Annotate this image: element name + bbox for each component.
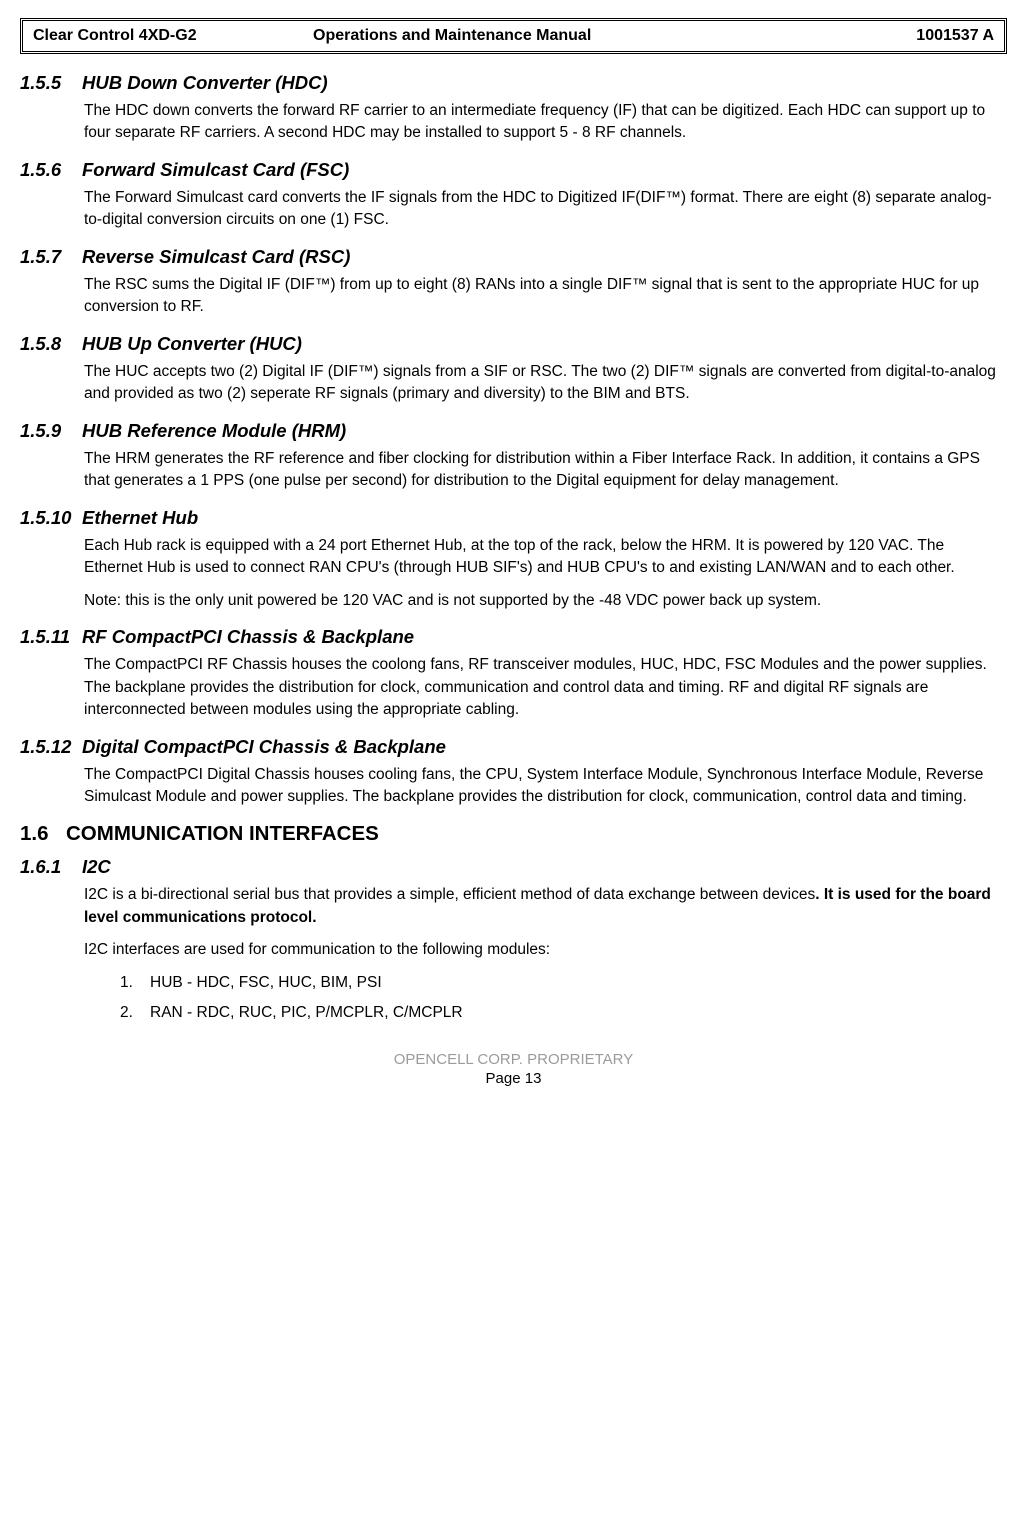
subheading-title: HUB Up Converter (HUC) — [82, 333, 1007, 355]
subheading: 1.5.6Forward Simulcast Card (FSC) — [20, 159, 1007, 181]
doc-header: Clear Control 4XD-G2 Operations and Main… — [20, 18, 1007, 54]
subheading-title: RF CompactPCI Chassis & Backplane — [82, 626, 1007, 648]
footer-proprietary: OPENCELL CORP. PROPRIETARY — [20, 1051, 1007, 1068]
text-run: I2C is a bi-directional serial bus that … — [84, 886, 815, 903]
list-number: 1. — [120, 972, 150, 994]
subheading-title: Reverse Simulcast Card (RSC) — [82, 246, 1007, 268]
page-footer: OPENCELL CORP. PROPRIETARY Page 13 — [20, 1051, 1007, 1087]
footer-page-number: Page 13 — [20, 1070, 1007, 1087]
subheading: 1.5.5HUB Down Converter (HDC) — [20, 72, 1007, 94]
subheading-title: Forward Simulcast Card (FSC) — [82, 159, 1007, 181]
subheading: 1.5.11RF CompactPCI Chassis & Backplane — [20, 626, 1007, 648]
subheading-title: Ethernet Hub — [82, 507, 1007, 529]
paragraph: The CompactPCI RF Chassis houses the coo… — [84, 654, 1007, 721]
heading-communication-interfaces: 1.6 COMMUNICATION INTERFACES — [20, 822, 1007, 846]
subheading-number: 1.5.11 — [20, 626, 82, 648]
subheading: 1.5.8 HUB Up Converter (HUC) — [20, 333, 1007, 355]
subheading-number: 1.6.1 — [20, 856, 82, 878]
paragraph: The HDC down converts the forward RF car… — [84, 100, 1007, 145]
subheading-i2c: 1.6.1 I2C — [20, 856, 1007, 878]
header-right: 1001537 A — [864, 27, 994, 45]
paragraph: The Forward Simulcast card converts the … — [84, 187, 1007, 232]
subheading-number: 1.5.6 — [20, 159, 82, 181]
subheading-number: 1.5.10 — [20, 507, 82, 529]
section: 1.5.9HUB Reference Module (HRM) The HRM g… — [20, 420, 1007, 493]
list-text: HUB - HDC, FSC, HUC, BIM, PSI — [150, 972, 1007, 994]
list-number: 2. — [120, 1002, 150, 1024]
list-text: RAN - RDC, RUC, PIC, P/MCPLR, C/MCPLR — [150, 1002, 1007, 1024]
section: 1.5.6Forward Simulcast Card (FSC) The For… — [20, 159, 1007, 232]
subheading-number: 1.5.8 — [20, 333, 82, 355]
paragraph: Note: this is the only unit powered be 1… — [84, 590, 1007, 612]
paragraph: The CompactPCI Digital Chassis houses co… — [84, 764, 1007, 809]
section: 1.5.5HUB Down Converter (HDC) The HDC dow… — [20, 72, 1007, 145]
subheading-title: HUB Down Converter (HDC) — [82, 72, 1007, 94]
heading-title: COMMUNICATION INTERFACES — [66, 822, 1007, 846]
paragraph: The HUC accepts two (2) Digital IF (DIF™… — [84, 361, 1007, 406]
section: 1.5.12Digital CompactPCI Chassis & Backp… — [20, 736, 1007, 809]
section-i2c: 1.6.1 I2C I2C is a bi-directional serial… — [20, 856, 1007, 1024]
page: Clear Control 4XD-G2 Operations and Main… — [0, 0, 1027, 1117]
section: 1.5.7 Reverse Simulcast Card (RSC) The RS… — [20, 246, 1007, 319]
subheading: 1.5.9HUB Reference Module (HRM) — [20, 420, 1007, 442]
numbered-list: 1. HUB - HDC, FSC, HUC, BIM, PSI 2. RAN … — [84, 972, 1007, 1025]
subheading-number: 1.5.5 — [20, 72, 82, 94]
subheading-number: 1.5.7 — [20, 246, 82, 268]
section: 1.5.11RF CompactPCI Chassis & Backplane T… — [20, 626, 1007, 721]
subheading-title: HUB Reference Module (HRM) — [82, 420, 1007, 442]
subheading: 1.5.10Ethernet Hub — [20, 507, 1007, 529]
list-item: 1. HUB - HDC, FSC, HUC, BIM, PSI — [120, 972, 1007, 994]
subheading: 1.5.7 Reverse Simulcast Card (RSC) — [20, 246, 1007, 268]
subheading-number: 1.5.9 — [20, 420, 82, 442]
paragraph: I2C is a bi-directional serial bus that … — [84, 884, 1007, 929]
sections-container: 1.5.5HUB Down Converter (HDC) The HDC dow… — [20, 72, 1007, 808]
subheading-number: 1.5.12 — [20, 736, 82, 758]
subheading: 1.5.12Digital CompactPCI Chassis & Backp… — [20, 736, 1007, 758]
section: 1.5.10Ethernet Hub Each Hub rack is equip… — [20, 507, 1007, 612]
paragraph: The HRM generates the RF reference and f… — [84, 448, 1007, 493]
heading-number: 1.6 — [20, 822, 66, 846]
list-item: 2. RAN - RDC, RUC, PIC, P/MCPLR, C/MCPLR — [120, 1002, 1007, 1024]
paragraph: I2C interfaces are used for communicatio… — [84, 939, 1007, 961]
paragraph: Each Hub rack is equipped with a 24 port… — [84, 535, 1007, 580]
section: 1.5.8 HUB Up Converter (HUC) The HUC acce… — [20, 333, 1007, 406]
header-center: Operations and Maintenance Manual — [313, 27, 864, 45]
subheading-title: Digital CompactPCI Chassis & Backplane — [82, 736, 1007, 758]
subheading-title: I2C — [82, 856, 1007, 878]
paragraph: The RSC sums the Digital IF (DIF™) from … — [84, 274, 1007, 319]
header-left: Clear Control 4XD-G2 — [33, 27, 313, 45]
